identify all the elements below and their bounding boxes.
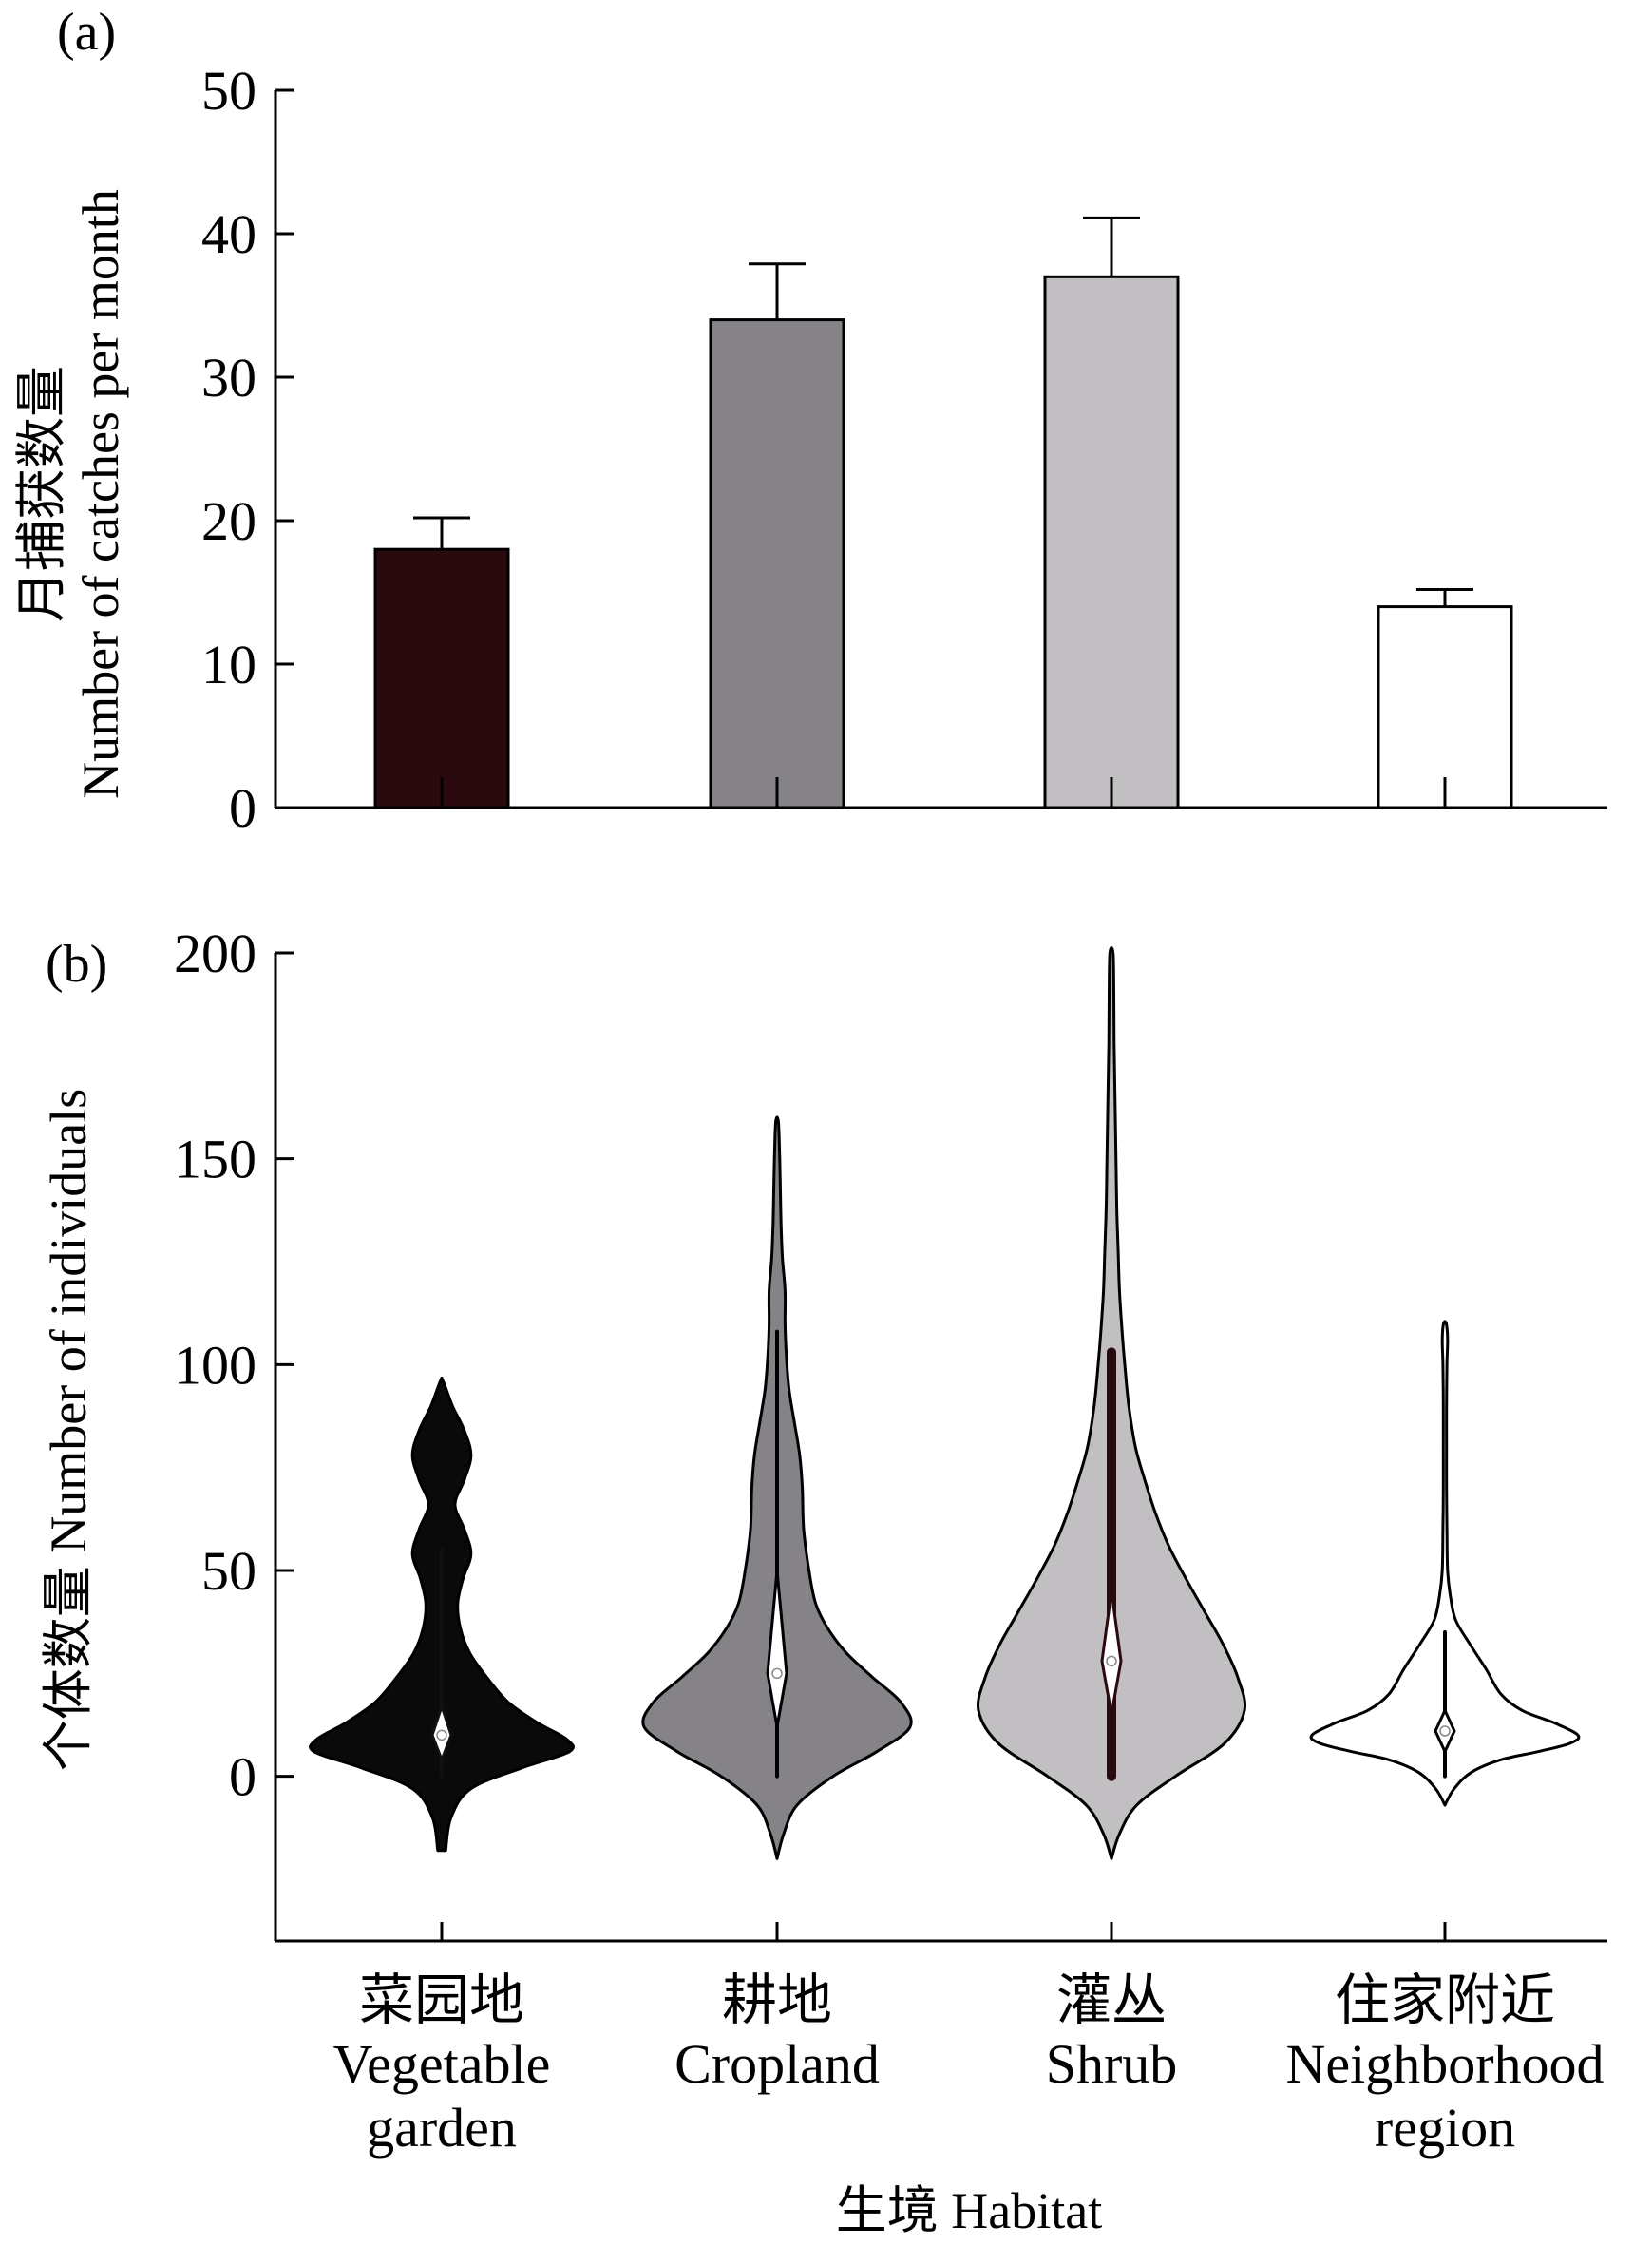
panel-b-y-tick-label: 0 bbox=[229, 1746, 256, 1808]
panel-b-y-axis-title: 个体数量 Number of individuals bbox=[40, 1089, 97, 1771]
panel-a-y-axis-title-en: Number of catches per month bbox=[72, 189, 129, 799]
panel-a-y-tick-label: 20 bbox=[201, 490, 256, 552]
panel-a-y-tick-label: 50 bbox=[201, 60, 256, 122]
violin bbox=[976, 946, 1247, 1941]
panel-b-x-axis-title: 生境 Habitat bbox=[836, 2182, 1102, 2239]
panel-a-y-tick-label: 30 bbox=[201, 347, 256, 409]
category-label-en: Neighborhood bbox=[1285, 2033, 1604, 2095]
panel-b-y-tick-label: 100 bbox=[174, 1334, 256, 1396]
bar bbox=[1377, 605, 1513, 809]
panel-b-label: (b) bbox=[46, 935, 107, 994]
panel-a-y-axis-title-zh: 月捕获数量 bbox=[13, 366, 70, 622]
category-label-zh: 菜园地 bbox=[359, 1969, 524, 2031]
violin bbox=[641, 1115, 913, 1941]
category-label-en: Shrub bbox=[1046, 2033, 1178, 2095]
violin-median-dot bbox=[1439, 1725, 1451, 1737]
panel-b-y-tick-label: 200 bbox=[174, 923, 256, 984]
bar bbox=[1043, 275, 1180, 809]
bar bbox=[709, 318, 845, 809]
violin bbox=[309, 1376, 575, 1941]
category-label-en: region bbox=[1375, 2097, 1515, 2159]
violin-iqr-box bbox=[1100, 1590, 1123, 1715]
category-label-zh: 耕地 bbox=[722, 1969, 832, 2031]
panel-b-violins bbox=[309, 946, 1581, 1941]
panel-a-y-tick-label: 10 bbox=[201, 634, 256, 695]
panel-b: (b) 个体数量 Number of individuals 0 50 100 150… bbox=[40, 923, 1607, 2239]
violin-median-dot bbox=[436, 1729, 447, 1741]
category-label-en: garden bbox=[367, 2097, 517, 2159]
category-label-en: Vegetable bbox=[333, 2033, 551, 2095]
violin-median-dot bbox=[771, 1667, 783, 1680]
panel-b-y-tick-label: 150 bbox=[174, 1129, 256, 1190]
panel-b-y-ticks: 0 50 100 150 200 bbox=[174, 923, 294, 1808]
violin-iqr-box bbox=[766, 1570, 788, 1727]
panel-a: (a) 月捕获数量 Number of catches per month 0 1… bbox=[13, 3, 1607, 839]
category-label-zh: 灌丛 bbox=[1056, 1969, 1167, 2031]
panel-a-y-ticks: 0 10 20 30 40 50 bbox=[201, 60, 294, 839]
violin bbox=[1309, 1320, 1581, 1941]
violin-body bbox=[1309, 1320, 1581, 1807]
panel-a-label: (a) bbox=[57, 3, 116, 62]
bar bbox=[373, 547, 510, 809]
panel-a-y-tick-label: 40 bbox=[201, 203, 256, 265]
category-label-en: Cropland bbox=[674, 2033, 880, 2095]
panel-b-y-tick-label: 50 bbox=[201, 1540, 256, 1602]
panel-a-bars bbox=[373, 216, 1513, 809]
category-label-zh: 住家附近 bbox=[1335, 1969, 1555, 2031]
violin-median-dot bbox=[1106, 1655, 1117, 1667]
panel-a-y-tick-label: 0 bbox=[229, 777, 256, 839]
panel-a-y-axis-title: 月捕获数量 Number of catches per month bbox=[13, 189, 129, 799]
